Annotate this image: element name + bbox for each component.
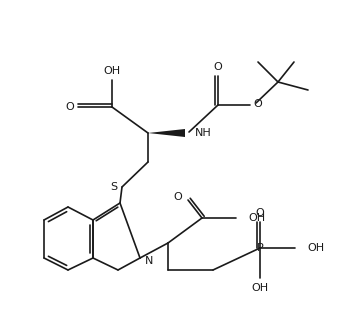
Text: NH: NH <box>195 128 212 138</box>
Text: P: P <box>257 243 263 253</box>
Text: O: O <box>256 208 264 218</box>
Text: OH: OH <box>104 66 120 76</box>
Polygon shape <box>148 129 185 137</box>
Text: N: N <box>145 256 153 266</box>
Text: O: O <box>173 192 182 202</box>
Text: O: O <box>66 102 74 112</box>
Text: O: O <box>214 62 223 72</box>
Text: O: O <box>253 99 262 109</box>
Text: OH: OH <box>307 243 324 253</box>
Text: OH: OH <box>251 283 269 293</box>
Text: S: S <box>110 182 117 192</box>
Text: OH: OH <box>248 213 265 223</box>
